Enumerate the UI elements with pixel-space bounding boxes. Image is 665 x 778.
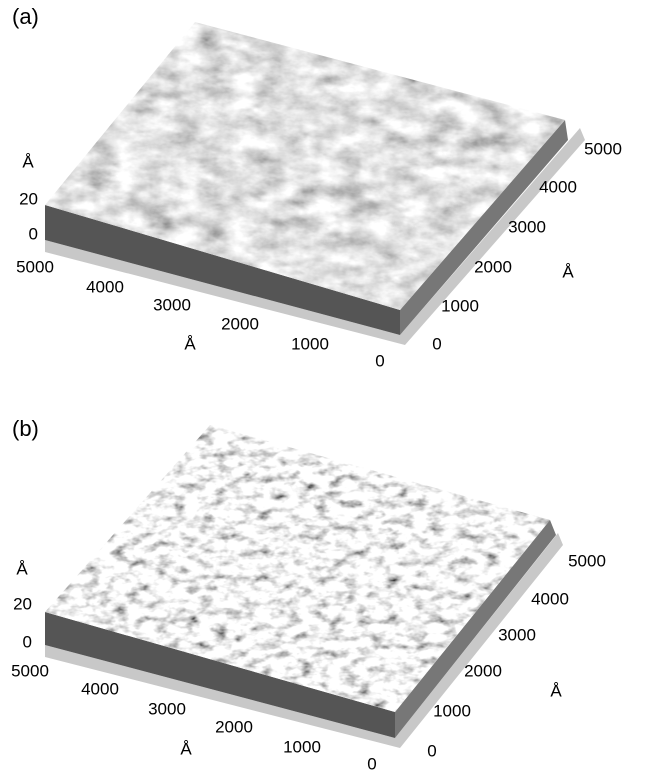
axis-unit: Å xyxy=(184,334,196,353)
tick-label: 2000 xyxy=(215,717,253,736)
tick-label: 2000 xyxy=(221,314,259,333)
axis-unit: Å xyxy=(562,262,574,281)
tick-label: 5000 xyxy=(568,551,606,570)
tick-label: 3000 xyxy=(508,217,546,236)
axis-unit: Å xyxy=(16,559,28,578)
tick-label: 5000 xyxy=(584,139,622,158)
figure: (a)ÅÅÅ2005000400030002000100000100020003… xyxy=(0,0,665,778)
tick-label: 0 xyxy=(427,741,436,760)
tick-label: 1000 xyxy=(433,701,471,720)
panel-label: (a) xyxy=(12,4,39,29)
tick-label: 2000 xyxy=(464,661,502,680)
tick-label: 2000 xyxy=(474,257,512,276)
tick-label: 0 xyxy=(29,224,38,243)
tick-label: 5000 xyxy=(11,661,49,680)
tick-label: 4000 xyxy=(539,177,577,196)
panel: (a)ÅÅÅ2005000400030002000100000100020003… xyxy=(12,4,622,371)
tick-label: 4000 xyxy=(531,589,569,608)
tick-label: 0 xyxy=(375,351,384,370)
tick-label: 4000 xyxy=(81,679,119,698)
tick-label: 20 xyxy=(13,594,32,613)
tick-label: 0 xyxy=(367,754,376,773)
tick-label: 0 xyxy=(432,334,441,353)
tick-label: 0 xyxy=(23,632,32,651)
tick-label: 5000 xyxy=(16,257,54,276)
tick-label: 3000 xyxy=(148,699,186,718)
tick-label: 20 xyxy=(19,189,38,208)
axis-unit: Å xyxy=(180,739,192,758)
panel-label: (b) xyxy=(12,416,39,441)
tick-label: 3000 xyxy=(498,625,536,644)
tick-label: 3000 xyxy=(153,295,191,314)
axis-unit: Å xyxy=(22,152,34,171)
panel: (b) Å Å Å 20 0 5000 4000 3000 2000 1000 0 0 1000 2000 3… xyxy=(11,416,606,774)
axis-unit: Å xyxy=(550,681,562,700)
tick-label: 1000 xyxy=(441,296,479,315)
tick-label: 1000 xyxy=(283,737,321,756)
tick-label: 4000 xyxy=(86,277,124,296)
tick-label: 1000 xyxy=(291,334,329,353)
